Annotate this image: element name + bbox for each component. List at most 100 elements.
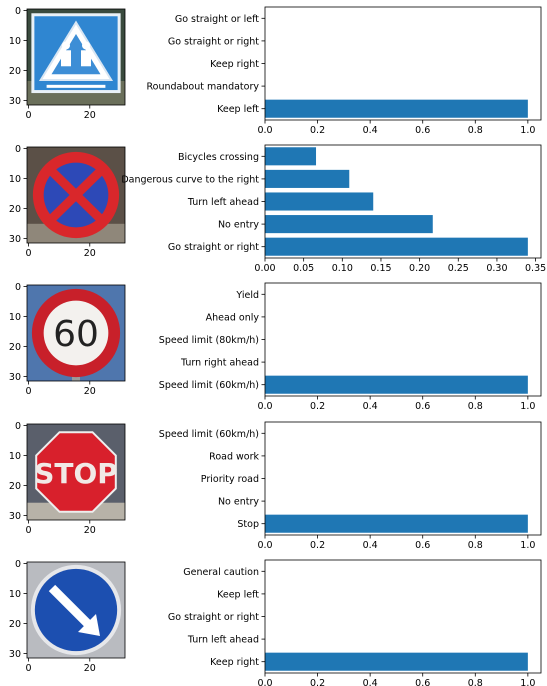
image-ytick-label: 20	[9, 619, 21, 630]
category-label: Keep right	[210, 657, 259, 668]
x-tick-label: 0.8	[468, 540, 483, 551]
child-head-left	[62, 41, 70, 50]
subplot-row: 0 20 0 10 20 30 Go straight or right No entry Tu…	[9, 144, 546, 274]
image-frame	[26, 146, 126, 244]
bar-axes-frame	[264, 421, 542, 536]
image-xtick-label: 0	[26, 248, 32, 259]
sign-image-axes: 0 20 0 10 20 30	[9, 6, 126, 121]
image-ytick-label: 20	[9, 204, 21, 215]
image-ytick-label: 10	[9, 36, 21, 47]
category-label: Go straight or right	[168, 612, 259, 623]
category-label: Speed limit (80km/h)	[159, 335, 259, 346]
x-tick-label: 0.00	[254, 263, 275, 274]
image-ytick-label: 10	[9, 451, 21, 462]
image-xtick-label: 0	[26, 525, 32, 536]
x-tick-label: 1.0	[520, 678, 535, 686]
image-frame	[26, 561, 126, 659]
category-label: Dangerous curve to the right	[121, 174, 259, 185]
image-ytick-label: 0	[15, 6, 21, 17]
x-tick-label: 0.2	[310, 125, 325, 136]
no-stopping-sign	[27, 147, 125, 243]
image-xtick-label: 20	[84, 248, 96, 259]
bar	[265, 169, 350, 188]
bar	[265, 652, 528, 671]
image-ytick-label: 0	[15, 282, 21, 293]
x-tick-label: 0.4	[363, 125, 378, 136]
bar-axes-frame	[264, 6, 542, 121]
category-label: Road work	[209, 451, 259, 462]
x-tick-label: 1.0	[520, 125, 535, 136]
sign-image-axes: 60 0 20 0 10 20 30	[9, 282, 126, 397]
x-tick-label: 0.0	[257, 125, 272, 136]
x-tick-label: 0.35	[525, 263, 546, 274]
x-tick-label: 0.15	[370, 263, 391, 274]
image-ytick-label: 0	[15, 559, 21, 570]
image-ytick-label: 30	[9, 511, 21, 522]
category-label: Bicycles crossing	[178, 152, 259, 163]
image-ytick-label: 10	[9, 589, 21, 600]
white-disc	[43, 300, 109, 366]
sign-image-axes: 0 20 0 10 20 30	[9, 144, 126, 259]
probability-bar-axes: Speed limit (60km/h) Turn right ahead Spee…	[159, 282, 542, 412]
subplot-row: STOP 0 20 0 10 20 30 Stop No entry Priority road R…	[9, 421, 542, 551]
bar	[265, 215, 433, 234]
sign-text-stop: STOP	[34, 457, 118, 490]
image-frame	[26, 423, 126, 521]
category-label: Go straight or right	[168, 242, 259, 253]
category-label: Roundabout mandatory	[146, 82, 259, 93]
x-tick-label: 0.0	[257, 678, 272, 686]
image-ytick-label: 0	[15, 144, 21, 155]
x-tick-label: 0.6	[415, 401, 430, 412]
image-ytick-label: 20	[9, 66, 21, 77]
x-tick-label: 0.4	[363, 401, 378, 412]
arrow-head	[78, 614, 100, 636]
x-tick-label: 0.0	[257, 540, 272, 551]
category-label: No entry	[218, 497, 259, 508]
stop-sign: STOP	[27, 424, 125, 520]
x-tick-label: 0.05	[293, 263, 314, 274]
category-label: General caution	[183, 567, 259, 578]
category-label: Turn right ahead	[180, 358, 259, 369]
probability-bar-axes: Stop No entry Priority road Road work Speed …	[159, 421, 542, 551]
category-label: Keep right	[210, 59, 259, 70]
bar	[265, 99, 528, 118]
bar-axes-frame	[264, 144, 542, 259]
sign-image-axes: 0 20 0 10 20 30	[9, 559, 126, 674]
x-tick-label: 0.8	[468, 678, 483, 686]
image-frame	[26, 8, 126, 106]
category-label: Turn left ahead	[187, 635, 259, 646]
x-tick-label: 0.6	[415, 125, 430, 136]
x-tick-label: 0.6	[415, 678, 430, 686]
bar	[265, 192, 374, 211]
sign-image-axes: STOP 0 20 0 10 20 30	[9, 421, 126, 536]
subplot-row: 60 0 20 0 10 20 30 Speed limit (60km/h) Turn rig…	[9, 282, 542, 412]
category-label: Keep left	[217, 104, 259, 115]
image-xtick-label: 20	[84, 525, 96, 536]
bar	[265, 237, 528, 256]
image-ytick-label: 30	[9, 372, 21, 383]
bar-axes-frame	[264, 559, 542, 674]
x-tick-label: 0.8	[468, 401, 483, 412]
probability-bar-axes: Keep right Turn left ahead Go straight or …	[168, 559, 542, 686]
x-tick-label: 1.0	[520, 401, 535, 412]
x-tick-label: 0.2	[310, 678, 325, 686]
x-tick-label: 0.0	[257, 401, 272, 412]
children-crossing-sign	[27, 9, 125, 105]
image-ytick-label: 30	[9, 96, 21, 107]
image-ytick-label: 20	[9, 342, 21, 353]
category-label: Speed limit (60km/h)	[159, 429, 259, 440]
image-xtick-label: 0	[26, 110, 32, 121]
x-tick-label: 0.30	[486, 263, 507, 274]
image-xtick-label: 20	[84, 663, 96, 674]
sign-text-60: 60	[53, 314, 99, 355]
child-body-left	[61, 50, 71, 67]
bar	[265, 147, 317, 166]
image-xtick-label: 20	[84, 386, 96, 397]
image-ytick-label: 10	[9, 174, 21, 185]
speed-limit-60-sign: 60	[27, 285, 125, 381]
category-label: No entry	[218, 220, 259, 231]
child-body-right	[81, 50, 91, 67]
image-xtick-label: 0	[26, 386, 32, 397]
image-ytick-label: 30	[9, 649, 21, 660]
